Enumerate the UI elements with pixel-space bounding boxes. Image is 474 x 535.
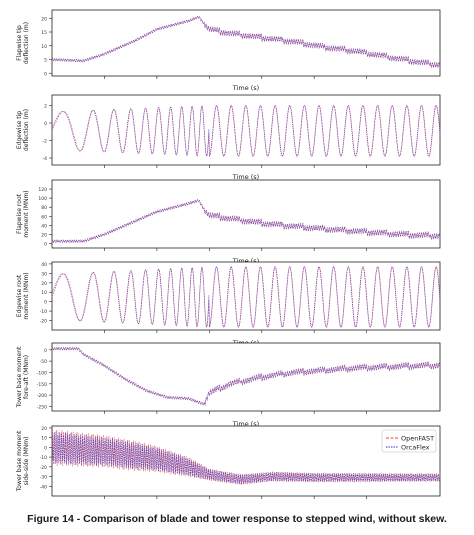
figure-caption: Figure 14 - Comparison of blade and towe… xyxy=(27,513,447,525)
x-axis-label: Time (s) xyxy=(232,173,259,181)
y-tick-label: 40 xyxy=(41,223,47,229)
y-axis-label: Tower base momentfore-aft (MNm) xyxy=(16,346,30,408)
y-axis-label: Tower base momentside-side (MNm) xyxy=(16,430,30,492)
subplot-5: 0 -50 -100 -150 -200 -250 Time (s) Tower base m… xyxy=(16,342,441,428)
y-tick-label: -50 xyxy=(40,359,47,365)
y-tick-label: -10 xyxy=(40,455,47,461)
plot-area xyxy=(51,9,441,77)
y-tick-label: 0 xyxy=(44,241,47,247)
subplot-2: -4 -2 0 2 Time (s) Edgewise tipdeflection (m) xyxy=(16,94,441,181)
y-tick-label: 20 xyxy=(41,281,47,287)
y-tick-label: 30 xyxy=(41,271,47,277)
y-axis-label: Edgewise rootmoment (MNm) xyxy=(16,272,30,319)
y-tick-label: 20 xyxy=(41,232,47,238)
series-line-openfast xyxy=(51,199,441,244)
y-tick-label: -250 xyxy=(37,404,47,410)
y-tick-label: 0 xyxy=(44,445,47,451)
y-tick-label: -20 xyxy=(40,465,47,471)
subplot-4: -20-10010203040Time (s)Edgewise rootmome… xyxy=(16,261,441,347)
y-tick-label: 10 xyxy=(41,44,47,50)
plot-area xyxy=(51,94,441,166)
legend-label: OpenFAST xyxy=(401,435,434,443)
y-tick-label: -2 xyxy=(43,139,48,145)
y-tick-label: -200 xyxy=(37,393,47,399)
y-tick-label: 0 xyxy=(44,300,47,306)
plot-area xyxy=(51,342,441,412)
y-axis-label: Flapwise rootmoment (MNm) xyxy=(16,190,30,237)
plot-area xyxy=(51,425,441,497)
y-tick-label: 20 xyxy=(41,426,47,432)
plot-area xyxy=(51,179,441,249)
y-axis-label: Flapwise tipdeflection (m) xyxy=(16,22,30,64)
y-tick-label: 0 xyxy=(44,348,47,354)
legend-label: OrcaFlex xyxy=(401,444,430,452)
x-axis-label: Time (s) xyxy=(232,84,259,92)
series-line-orcaflex xyxy=(51,15,441,69)
y-tick-label: -20 xyxy=(40,319,47,325)
y-tick-label: -10 xyxy=(40,309,47,315)
series-line-orcaflex xyxy=(51,266,441,328)
y-tick-label: 80 xyxy=(41,205,47,211)
series-line-orcaflex xyxy=(51,105,441,157)
subplot-1: 0 5 10 15 20 Time (s) Flapwise tipdeflection (… xyxy=(16,9,441,92)
y-tick-label: 100 xyxy=(38,196,47,202)
series-line-orcaflex xyxy=(51,346,441,406)
y-tick-label: 5 xyxy=(44,58,47,64)
plot-area xyxy=(51,261,441,331)
subplot-6: -40 -30 -20 -10 0 10 20 Tower base momentside-s… xyxy=(16,425,441,499)
subplot-3: 0 20 40 60 80 100 120 Time (s) Flapwise rootmome… xyxy=(16,179,441,265)
y-tick-label: -4 xyxy=(43,156,48,162)
series-line-orcaflex xyxy=(51,431,441,485)
series-line-openfast xyxy=(51,105,441,157)
x-axis-label: Time (s) xyxy=(232,257,259,265)
y-tick-label: 40 xyxy=(41,262,47,268)
x-axis-label: Time (s) xyxy=(232,420,259,428)
y-tick-label: 0 xyxy=(44,71,47,77)
y-tick-label: 15 xyxy=(41,30,47,36)
series-line-orcaflex xyxy=(51,199,441,244)
y-tick-label: -100 xyxy=(37,370,47,376)
y-tick-label: 10 xyxy=(41,290,47,296)
y-tick-label: 20 xyxy=(41,16,47,22)
series-line-openfast xyxy=(51,346,441,406)
y-tick-label: 0 xyxy=(44,121,47,127)
y-tick-label: 2 xyxy=(44,104,47,110)
y-tick-label: 120 xyxy=(38,187,47,193)
y-tick-label: -150 xyxy=(37,382,47,388)
y-tick-label: -30 xyxy=(40,475,47,481)
y-tick-label: -40 xyxy=(40,484,47,490)
y-axis-label: Edgewise tipdeflection (m) xyxy=(16,109,30,151)
y-tick-label: 60 xyxy=(41,214,47,220)
y-tick-label: 10 xyxy=(41,436,47,442)
